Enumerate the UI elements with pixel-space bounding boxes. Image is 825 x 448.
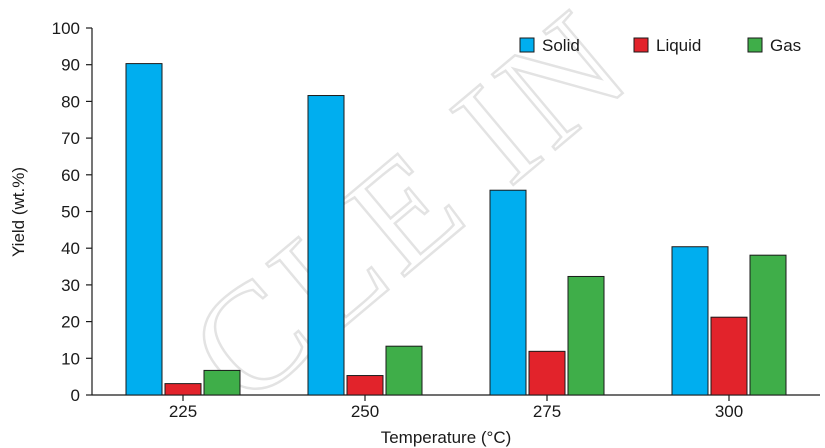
bar-gas-275 (567, 275, 605, 396)
y-tick-label: 70 (61, 129, 80, 148)
bar-gas-300 (749, 254, 787, 396)
bar-liquid-300 (710, 316, 748, 396)
bar-solid-275 (489, 189, 527, 396)
bar-solid-250 (307, 95, 345, 396)
y-tick-label: 10 (61, 349, 80, 368)
x-tick-label: 300 (715, 402, 743, 421)
y-tick-label: 30 (61, 276, 80, 295)
y-axis-label: Yield (wt.%) (9, 167, 28, 257)
y-tick-label: 50 (61, 203, 80, 222)
y-tick-label: 40 (61, 239, 80, 258)
bar-gas-225 (203, 369, 241, 396)
legend-swatch-solid (519, 37, 535, 53)
y-tick-label: 0 (71, 386, 80, 405)
y-tick-label: 80 (61, 92, 80, 111)
legend-label-gas: Gas (770, 36, 801, 55)
bar-liquid-250 (346, 375, 384, 396)
y-tick-label: 100 (52, 19, 80, 38)
y-tick-label: 60 (61, 166, 80, 185)
bar-gas-250 (385, 345, 423, 396)
legend-swatch-liquid (633, 37, 649, 53)
legend-label-solid: Solid (542, 36, 580, 55)
bar-liquid-275 (528, 350, 566, 396)
bar-liquid-225 (164, 383, 202, 396)
bar-solid-300 (671, 246, 709, 396)
x-tick-label: 250 (351, 402, 379, 421)
y-tick-label: 90 (61, 56, 80, 75)
x-tick-label: 275 (533, 402, 561, 421)
bar-solid-225 (125, 63, 163, 396)
plot-area: 0 10 20 30 40 50 60 70 80 90 100 225 250 275 300 (52, 19, 820, 421)
x-tick-label: 225 (169, 402, 197, 421)
x-axis-label: Temperature (°C) (381, 428, 512, 447)
legend-label-liquid: Liquid (656, 36, 701, 55)
legend: Solid Liquid Gas (519, 36, 801, 55)
y-tick-label: 20 (61, 313, 80, 332)
legend-swatch-gas (747, 37, 763, 53)
